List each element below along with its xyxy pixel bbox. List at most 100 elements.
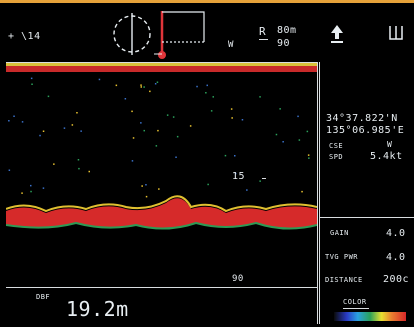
echo-speck xyxy=(145,184,147,186)
up-arrow-icon[interactable] xyxy=(331,25,343,43)
echo-speck xyxy=(234,172,237,175)
west-label: W xyxy=(228,40,234,50)
echo-speck xyxy=(76,112,78,114)
panel-left-edge xyxy=(319,62,320,324)
echo-speck xyxy=(42,130,45,132)
echo-speck xyxy=(80,130,82,132)
range-underline xyxy=(259,39,268,40)
echo-speck xyxy=(131,110,133,113)
echo-speck xyxy=(297,115,299,118)
echo-speck xyxy=(234,155,236,157)
bottom-label: DBF xyxy=(36,293,51,301)
echo-speck xyxy=(88,170,90,173)
depth-marker-bottom: 90 xyxy=(232,274,244,284)
echo-speck xyxy=(259,180,261,182)
echo-speck xyxy=(241,119,244,121)
sonar-bottom-line xyxy=(6,287,317,288)
echo-speck xyxy=(196,85,198,88)
echo-speck xyxy=(176,135,179,138)
echo-speck xyxy=(175,156,177,158)
echo-speck xyxy=(172,116,175,118)
echo-speck xyxy=(246,189,248,191)
echo-speck xyxy=(131,160,134,162)
echo-speck xyxy=(47,95,50,98)
echo-speck xyxy=(30,184,32,187)
echo-speck xyxy=(306,130,309,133)
course-value: W xyxy=(387,140,393,149)
echo-speck xyxy=(157,129,159,132)
echo-speck xyxy=(206,84,208,87)
echo-speck xyxy=(155,145,158,147)
speed-label: SPD xyxy=(329,153,344,161)
depth-marker-mid: 15 xyxy=(232,171,246,182)
echo-speck xyxy=(8,120,10,122)
mode-text: + \14 xyxy=(8,31,41,42)
echo-speck xyxy=(78,167,80,170)
sonar-top-line xyxy=(6,62,317,63)
tvg-value: 4.0 xyxy=(386,252,406,263)
echo-speck xyxy=(207,183,209,186)
echo-speck xyxy=(143,86,145,88)
echo-speck xyxy=(231,117,233,119)
echo-speck xyxy=(259,96,261,98)
echo-speck xyxy=(230,108,233,110)
distance-label: DISTANCE xyxy=(325,276,363,284)
echo-speck xyxy=(145,195,148,198)
echo-speck xyxy=(212,96,214,98)
echo-speck xyxy=(275,133,278,136)
echo-speck xyxy=(77,159,80,161)
color-label-underline xyxy=(343,308,369,309)
range-sub: 90 xyxy=(277,38,291,49)
echo-speck xyxy=(224,154,227,157)
echo-speck xyxy=(115,84,118,87)
echo-speck xyxy=(13,115,15,117)
sonar-echo-display xyxy=(6,63,317,230)
speed-value: 5.4kt xyxy=(370,151,403,162)
echo-speck xyxy=(307,154,310,156)
sonar-right-line xyxy=(317,62,318,324)
echo-speck xyxy=(166,114,169,116)
panel-divider xyxy=(319,217,414,218)
echo-speck xyxy=(140,122,142,124)
color-label: COLOR xyxy=(343,298,367,306)
echo-speck xyxy=(140,86,142,88)
echo-speck xyxy=(31,83,33,85)
echo-speck xyxy=(205,92,207,94)
echo-speck xyxy=(53,163,55,165)
echo-speck xyxy=(21,192,23,194)
echo-speck xyxy=(71,124,74,126)
echo-speck xyxy=(30,190,32,193)
echo-speck xyxy=(132,137,135,139)
range-value: 80m xyxy=(277,25,297,36)
echo-speck xyxy=(21,121,24,123)
longitude: 135°06.985'E xyxy=(326,125,405,136)
range-prefix: R xyxy=(259,25,267,38)
gain-label: GAIN xyxy=(330,229,349,237)
course-label: CSE xyxy=(329,142,344,150)
thermometer-icon xyxy=(154,11,205,59)
gain-value: 4.0 xyxy=(386,228,406,239)
echo-speck xyxy=(149,90,151,93)
echo-speck xyxy=(143,129,145,132)
tvg-label: TVG PWR xyxy=(325,253,359,261)
echo-speck xyxy=(63,127,66,129)
echo-speck xyxy=(30,77,33,80)
echo-speck xyxy=(141,185,143,187)
echo-speck xyxy=(279,108,281,110)
echo-speck xyxy=(308,157,310,159)
echo-speck xyxy=(298,139,301,141)
echo-speck xyxy=(98,78,101,81)
menu-bracket-icon[interactable] xyxy=(389,25,403,41)
echo-speck xyxy=(140,84,142,86)
depth-marker-mid-tick xyxy=(262,178,266,179)
depth-value: 19.2m xyxy=(66,297,129,321)
echo-speck xyxy=(282,141,284,143)
latitude: 34°37.822'N xyxy=(326,113,398,124)
echo-speck xyxy=(39,134,41,137)
echo-speck xyxy=(301,190,303,193)
echo-speck xyxy=(8,169,11,171)
distance-value: 200c xyxy=(383,274,410,285)
echo-speck xyxy=(42,187,45,189)
echo-speck xyxy=(210,110,213,112)
compass-icon xyxy=(113,13,151,55)
